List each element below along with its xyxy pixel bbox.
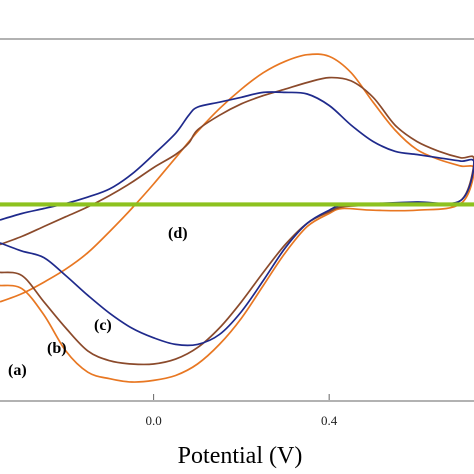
x-axis-title: Potential (V) bbox=[178, 443, 303, 469]
series-line-b bbox=[0, 76, 474, 366]
plot-frame bbox=[0, 38, 474, 402]
curve-label-c: (c) bbox=[94, 317, 112, 334]
curve-label-a: (a) bbox=[8, 362, 27, 379]
series-line-d bbox=[0, 202, 474, 207]
x-tick-label: 0.4 bbox=[321, 413, 338, 428]
series-line-a bbox=[0, 53, 474, 383]
curve-label-d: (d) bbox=[168, 225, 188, 242]
tick-layer: 0.0 0.4 bbox=[145, 394, 338, 428]
curve-layer bbox=[0, 53, 474, 383]
curve-label-b: (b) bbox=[47, 340, 67, 357]
x-tick-label: 0.0 bbox=[145, 413, 161, 428]
series-line-c bbox=[0, 91, 474, 347]
